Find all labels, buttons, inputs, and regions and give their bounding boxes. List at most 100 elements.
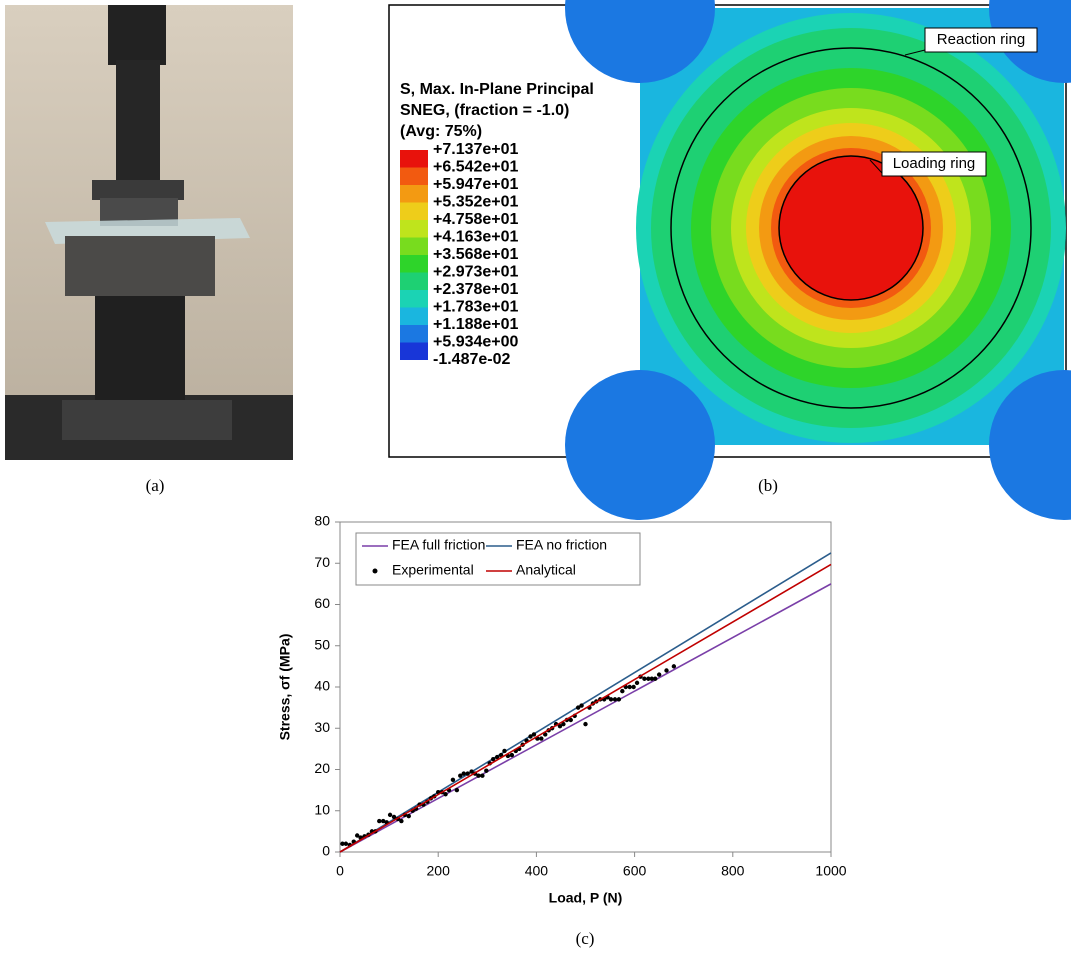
stress-contour (779, 156, 923, 300)
legend-swatch (372, 568, 378, 574)
y-tick-label: 50 (314, 636, 330, 652)
x-axis-title: Load, P (N) (549, 890, 623, 906)
color-band (400, 220, 428, 238)
photo (5, 5, 293, 460)
y-tick-label: 30 (314, 719, 330, 735)
callout (869, 159, 883, 174)
data-point (612, 697, 618, 702)
y-tick-label: 70 (314, 554, 330, 570)
caption: (c) (576, 929, 595, 948)
annotation: Loading ring (893, 155, 976, 172)
scale-label: -1.487e-02 (433, 351, 510, 368)
color-band (400, 325, 428, 343)
legend-title: S, Max. In-Plane Principal (400, 81, 594, 98)
scale-label: +7.137e+01 (433, 141, 519, 158)
legend-label: FEA no friction (516, 537, 607, 553)
data-point (539, 736, 544, 741)
color-band (400, 307, 428, 325)
contour-plot: S, Max. In-Plane Principal SNEG, (fractio… (400, 0, 1071, 520)
x-tick-label: 0 (336, 863, 344, 879)
callout-box (881, 151, 987, 177)
data-point (406, 813, 411, 819)
color-band (400, 237, 428, 255)
data-point (579, 703, 584, 708)
annotation: Reaction ring (937, 31, 1025, 48)
legend-label: Experimental (392, 562, 474, 578)
data-point (450, 777, 456, 783)
data-point (458, 773, 463, 778)
data-point (531, 732, 537, 737)
data-point (620, 688, 625, 694)
data-point (461, 771, 466, 776)
legend-label: FEA full friction (392, 537, 485, 553)
scale-label: +1.783e+01 (433, 299, 519, 316)
scale-label: +4.758e+01 (433, 211, 519, 228)
data-point (476, 773, 481, 778)
data-point (391, 814, 397, 820)
corner-zone (565, 370, 715, 520)
data-point (642, 676, 647, 681)
x-tick-label: 800 (721, 863, 745, 879)
color-band (400, 185, 428, 203)
reaction-ring (670, 47, 1032, 409)
data-point (568, 717, 573, 723)
data-point (656, 672, 662, 677)
data-point (484, 768, 489, 773)
callout-box (924, 27, 1038, 53)
color-band (400, 150, 428, 168)
color-band (400, 255, 428, 273)
data-point (627, 684, 632, 690)
scale-label: +2.378e+01 (433, 281, 519, 298)
data-point (575, 705, 581, 710)
y-tick-label: 40 (314, 678, 330, 694)
scale-label: +6.542e+01 (433, 159, 519, 176)
loading-ring (778, 155, 924, 301)
scale-label: +3.568e+01 (433, 246, 519, 263)
corner-zone (989, 370, 1071, 520)
scale-label: +5.934e+00 (433, 334, 519, 351)
legend-label: Analytical (516, 562, 576, 578)
color-band (400, 272, 428, 290)
x-tick-label: 600 (623, 863, 647, 879)
caption: (a) (146, 476, 165, 495)
legend-title: SNEG, (fraction = -1.0) (400, 102, 569, 119)
data-point (649, 676, 654, 681)
color-band (400, 167, 428, 185)
y-tick-label: 0 (322, 843, 330, 859)
data-point (608, 697, 614, 702)
data-point (631, 684, 636, 690)
data-point (469, 769, 474, 774)
callout (904, 49, 926, 56)
data-point (490, 756, 496, 762)
y-tick-label: 10 (314, 801, 330, 817)
scale-label: +1.188e+01 (433, 316, 519, 333)
legend-title: (Avg: 75%) (400, 123, 482, 140)
caption: (b) (758, 476, 778, 495)
series-line (339, 563, 832, 853)
color-band (400, 342, 428, 360)
x-tick-label: 1000 (815, 863, 846, 879)
data-point (557, 723, 563, 729)
data-point (454, 787, 460, 793)
data-point (343, 841, 349, 846)
data-point (509, 752, 515, 758)
data-point (653, 676, 658, 681)
x-tick-label: 200 (427, 863, 451, 879)
data-point (480, 773, 485, 778)
data-point (399, 818, 404, 824)
scale-label: +5.352e+01 (433, 194, 519, 211)
data-point (583, 721, 588, 727)
data-point (616, 697, 622, 702)
y-axis-title: Stress, σf (MPa) (277, 634, 293, 741)
scale-label: +2.973e+01 (433, 264, 519, 281)
data-point (502, 748, 507, 754)
data-point (465, 771, 470, 776)
y-tick-label: 80 (314, 513, 330, 529)
color-band (400, 290, 428, 308)
data-point (381, 818, 386, 824)
data-point (340, 841, 345, 846)
series-line (339, 552, 832, 853)
y-tick-label: 20 (314, 760, 330, 776)
data-point (646, 676, 651, 681)
